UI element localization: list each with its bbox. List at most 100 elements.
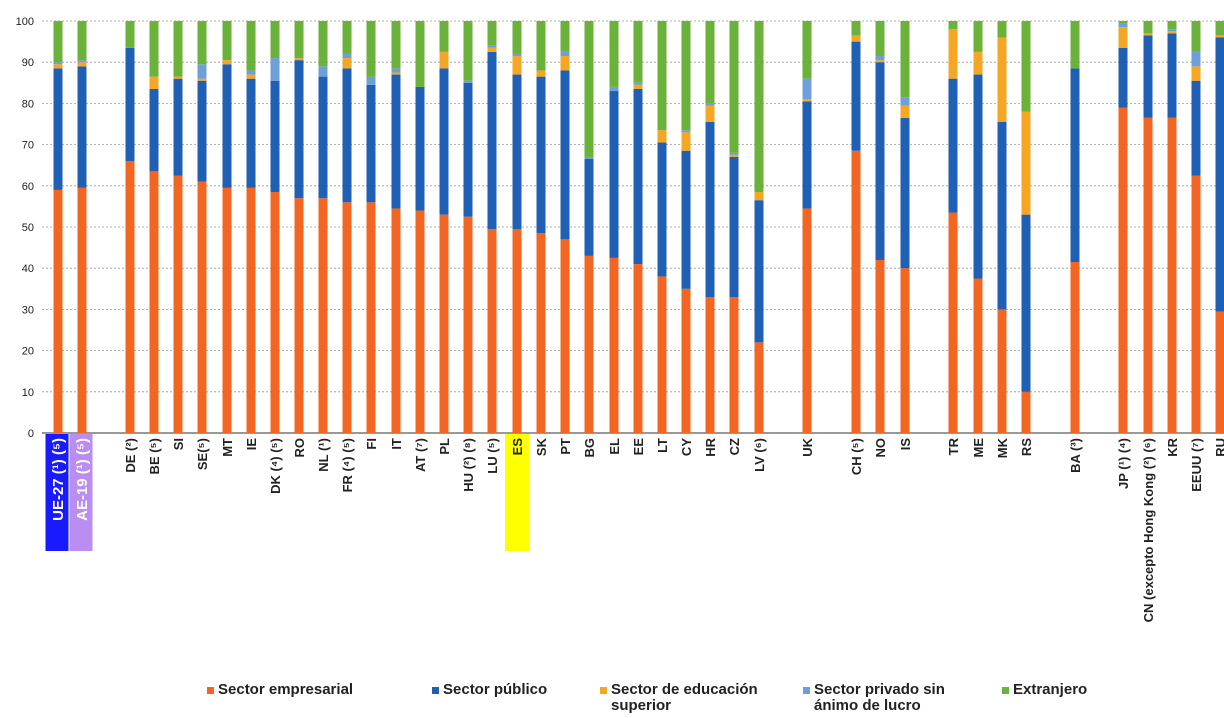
bar-segment <box>318 76 328 199</box>
bar-segment <box>560 70 570 240</box>
bar-segment <box>851 150 861 433</box>
bar-segment <box>415 21 425 87</box>
legend-item: Sector privado sin ánimo de lucro <box>803 682 983 714</box>
bar-segment <box>77 62 87 67</box>
bar-segment <box>125 47 135 162</box>
bar-segment <box>173 78 183 176</box>
bar-segment <box>487 21 497 46</box>
legend-item: Sector empresarial <box>207 682 353 698</box>
bar-segment <box>487 45 497 48</box>
bar-segment <box>1167 33 1177 118</box>
bar-segment <box>681 130 691 133</box>
bar-segment <box>609 21 619 87</box>
bar-segment <box>463 80 473 83</box>
x-category-label: DK (⁴) (⁵) <box>268 438 283 494</box>
bar-segment <box>439 21 449 52</box>
x-category-label: MT <box>220 438 235 457</box>
bar-segment <box>149 88 159 172</box>
bar-segment <box>633 264 643 433</box>
bar-segment <box>609 91 619 258</box>
bar-segment <box>1191 51 1201 67</box>
bar-segment <box>1143 33 1153 36</box>
bar-segment <box>463 21 473 81</box>
bar-segment <box>948 212 958 433</box>
bar-segment <box>173 175 183 433</box>
bar-segment <box>294 21 304 59</box>
legend-label: Extranjero <box>1013 681 1088 698</box>
bar-segment <box>657 130 667 143</box>
bar-segment <box>463 216 473 433</box>
bar-segment <box>560 51 570 57</box>
bar-segment <box>294 198 304 433</box>
bar-segment <box>366 202 376 433</box>
y-tick-label: 50 <box>22 222 34 234</box>
bar-segment <box>560 21 570 52</box>
bar-segment <box>973 21 983 52</box>
bar-segment <box>681 132 691 151</box>
x-category-label: BA (³) <box>1068 438 1083 473</box>
bar-segment <box>53 21 63 63</box>
bar-segment <box>270 191 280 433</box>
bar-segment <box>609 257 619 433</box>
bar-segment <box>900 105 910 118</box>
bar-segment <box>536 76 546 234</box>
x-category-label: ES <box>510 438 525 456</box>
bar-segment <box>900 97 910 106</box>
bar-segment <box>173 76 183 79</box>
bar-segment <box>391 72 401 75</box>
bar-segment <box>973 74 983 279</box>
bar-segment <box>1021 111 1031 215</box>
bar-segment <box>633 21 643 83</box>
bar-segment <box>584 255 594 433</box>
bar-segment <box>851 35 861 42</box>
legend-swatch <box>432 687 439 694</box>
bar-segment <box>125 21 135 48</box>
bar-segment <box>609 86 619 92</box>
bar-segment <box>1191 80 1201 176</box>
x-category-label: BE (⁵) <box>147 438 162 474</box>
bar-segment <box>391 68 401 73</box>
bar-segment <box>318 21 328 67</box>
x-category-label: HU (²) (⁸) <box>461 438 476 492</box>
bar-segment <box>1167 29 1177 32</box>
bar-segment <box>1191 66 1201 81</box>
bar-segment <box>1143 35 1153 118</box>
bar-segment <box>1215 37 1224 312</box>
bar-segment <box>802 78 812 100</box>
bar-segment <box>487 51 497 230</box>
bar-segment <box>729 297 739 433</box>
bar-segment <box>657 276 667 433</box>
legend-swatch <box>1002 687 1009 694</box>
x-category-label: NL (¹) <box>316 438 331 472</box>
bar-segment <box>77 187 87 433</box>
bar-segment <box>681 21 691 131</box>
bar-segment <box>197 181 207 433</box>
x-category-label: IE <box>244 438 259 451</box>
bar-segment <box>391 21 401 69</box>
x-category-label: CH (⁵) <box>849 438 864 475</box>
bar-segment <box>1118 27 1128 48</box>
bar-segment <box>463 82 473 217</box>
bar-segment <box>1118 23 1128 28</box>
legend-label: Sector público <box>443 681 548 698</box>
bar-segment <box>560 56 570 71</box>
x-category-label: CY <box>679 438 694 456</box>
bar-segment <box>754 342 764 433</box>
x-category-label: HR <box>703 437 718 456</box>
category-highlight <box>45 434 69 551</box>
x-category-label: MK <box>995 437 1010 458</box>
bar-segment <box>246 187 256 433</box>
bar-segment <box>222 64 232 188</box>
bar-segment <box>802 101 812 209</box>
bar-segment <box>197 80 207 182</box>
bar-segment <box>1167 117 1177 433</box>
x-category-label: FR (⁴) (⁵) <box>340 438 355 492</box>
bar-segment <box>851 41 861 151</box>
legend-swatch <box>803 687 810 694</box>
x-category-label: KR <box>1165 437 1180 456</box>
y-tick-label: 80 <box>22 98 34 110</box>
bar-segment <box>948 78 958 213</box>
bar-segment <box>1070 68 1080 263</box>
bar-segment <box>294 58 304 61</box>
bar-segment <box>415 86 425 211</box>
